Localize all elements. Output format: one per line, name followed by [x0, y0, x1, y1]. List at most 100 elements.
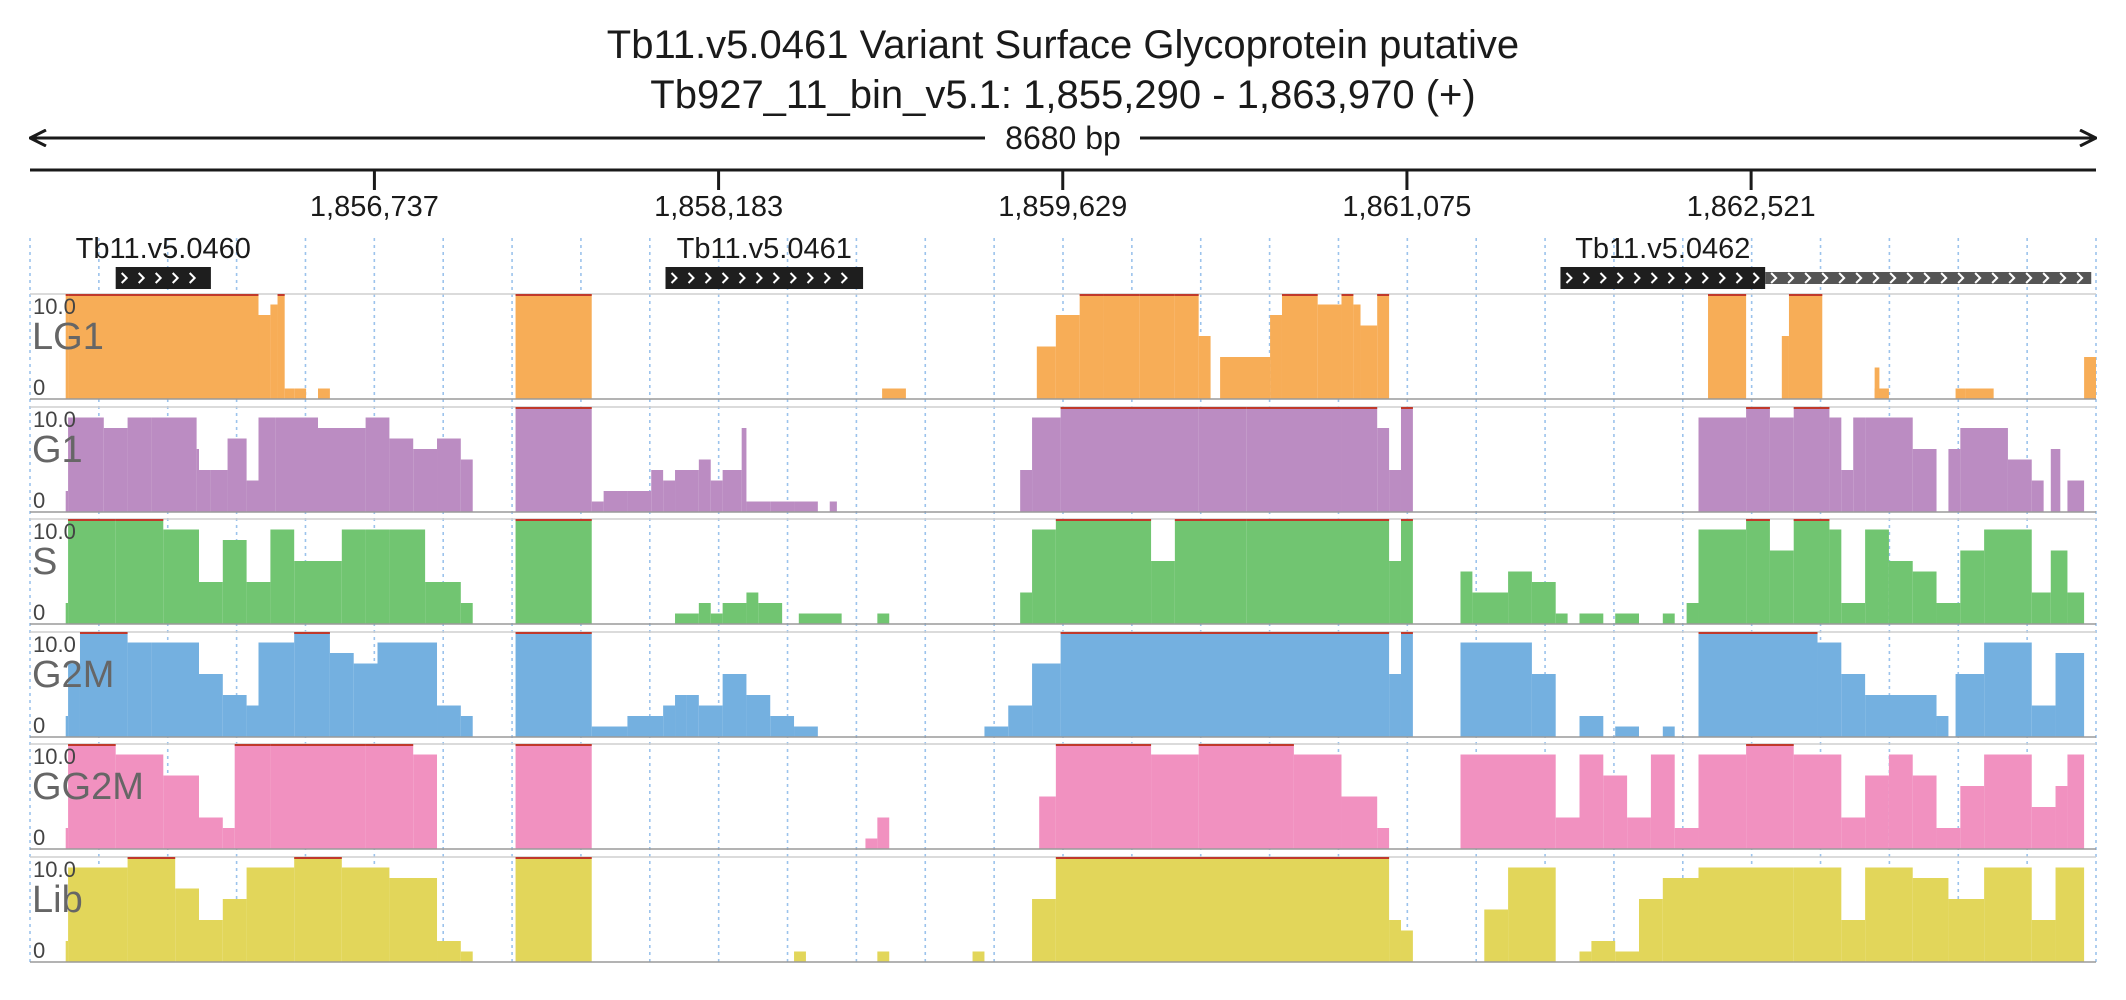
coverage-bar: [2031, 807, 2056, 849]
coverage-bar: [1948, 899, 1985, 962]
track-g2m: 10.0 0 G2M: [30, 631, 2096, 738]
coverage-bar: [65, 294, 69, 399]
coverage-bar: [1829, 417, 1842, 512]
coverage-bar: [1484, 909, 1509, 962]
coverage-bar: [1955, 388, 1966, 399]
y-min-label: 0: [33, 713, 45, 738]
tick-label: 1,862,521: [1687, 191, 1816, 223]
coverage-bar: [318, 428, 366, 512]
coverage-bar: [722, 603, 747, 624]
track-lg1: 10.0 0 LG1: [30, 293, 2096, 400]
coverage-bar: [722, 470, 742, 512]
track-label: S: [32, 541, 57, 583]
coverage-bar: [1508, 571, 1532, 624]
coverage-bar: [127, 417, 152, 512]
coverage-bar: [65, 941, 69, 962]
coverage-bar: [591, 501, 604, 512]
coverage-bar: [1698, 867, 1794, 962]
y-min-label: 0: [33, 825, 45, 850]
coverage-bar: [210, 470, 228, 512]
coverage-bar: [972, 951, 985, 962]
coverage-bar: [1246, 407, 1342, 512]
coverage-bar: [794, 951, 806, 962]
coverage-bar: [1151, 754, 1199, 849]
coverage-bar: [437, 941, 461, 962]
coverage-bar: [1698, 529, 1747, 624]
coverage-bar: [460, 716, 473, 737]
coverage-bar: [2055, 786, 2068, 849]
coverage-bar: [68, 294, 259, 399]
coverage-bar: [425, 582, 461, 624]
coverage-bar: [246, 480, 259, 512]
coverage-bar: [389, 878, 438, 962]
coverage-bar: [710, 480, 723, 512]
coverage-bar: [1841, 674, 1866, 737]
track-label: G2M: [32, 654, 114, 696]
y-min-label: 0: [33, 600, 45, 625]
coverage-bar: [460, 951, 473, 962]
coverage-bar: [68, 417, 104, 512]
coverage-bar: [437, 705, 461, 737]
coverage-bar: [746, 592, 759, 624]
coverage-bar: [1032, 529, 1056, 624]
coverage-bar: [1793, 867, 1842, 962]
coverage-bar: [365, 529, 390, 624]
coverage-bar: [1746, 407, 1770, 512]
coverage-bar: [1270, 315, 1282, 399]
coverage-bar: [1400, 930, 1413, 962]
tick-label: 1,859,629: [998, 191, 1127, 223]
coverage-bar: [1174, 294, 1199, 399]
gene-body: [115, 267, 211, 289]
y-max-label: 10.0: [33, 294, 76, 319]
coverage-bar: [603, 491, 628, 512]
coverage-bar: [651, 470, 664, 512]
coverage-bar: [1936, 603, 1961, 624]
coverage-bar: [1955, 674, 1985, 737]
tick-label: 1,856,737: [310, 191, 439, 223]
coverage-bar: [1793, 519, 1830, 624]
ruler-ticks: 1,856,737 1,858,183 1,859,629 1,861,075 1,86…: [310, 170, 1816, 223]
coverage-bar: [1865, 529, 1889, 624]
coverage-bar: [222, 828, 235, 849]
coverage-bar: [1579, 716, 1604, 737]
coverage-bar: [1531, 582, 1556, 624]
coverage-bar: [1865, 867, 1913, 962]
coverage-bar: [1662, 878, 1699, 962]
coverage-bar: [794, 501, 818, 512]
coverage-bar: [877, 817, 890, 849]
coverage-bar: [1698, 632, 1818, 737]
coverage-bar: [270, 744, 366, 849]
coverage-bar: [365, 744, 414, 849]
coverage-bar: [1781, 336, 1789, 399]
coverage-bar: [2031, 705, 2056, 737]
coverage-bar: [198, 817, 223, 849]
coverage-bar: [151, 417, 197, 512]
strand-arrows: [1565, 272, 1760, 284]
strand-arrows: [1770, 272, 2084, 284]
coverage-bar: [115, 519, 164, 624]
coverage-bar: [2031, 592, 2051, 624]
coverage-bar: [1829, 529, 1842, 624]
coverage-bar: [515, 632, 592, 737]
coverage-bar: [1984, 642, 2032, 737]
coverage-bar: [1874, 367, 1880, 399]
coverage-bar: [1662, 726, 1675, 737]
coverage-bar: [1817, 642, 1842, 737]
coverage-bar: [1020, 592, 1033, 624]
coverage-bar: [234, 744, 271, 849]
track-label: GG2M: [32, 766, 144, 808]
coverage-bar: [163, 775, 199, 849]
coverage-bar: [1793, 754, 1842, 849]
coverage-bar: [2067, 480, 2085, 512]
coverage-bar: [746, 501, 771, 512]
coverage-bar: [65, 491, 69, 512]
y-max-label: 10.0: [33, 407, 76, 432]
track-label: G1: [32, 429, 83, 471]
coverage-bar: [2067, 592, 2085, 624]
coverage-bar: [1639, 899, 1663, 962]
coverage-bar: [1032, 417, 1061, 512]
coverage-bar: [1662, 613, 1675, 624]
tick-label: 1,861,075: [1342, 191, 1471, 223]
track-label: Lib: [32, 879, 83, 921]
coverage-bar: [2050, 550, 2068, 624]
